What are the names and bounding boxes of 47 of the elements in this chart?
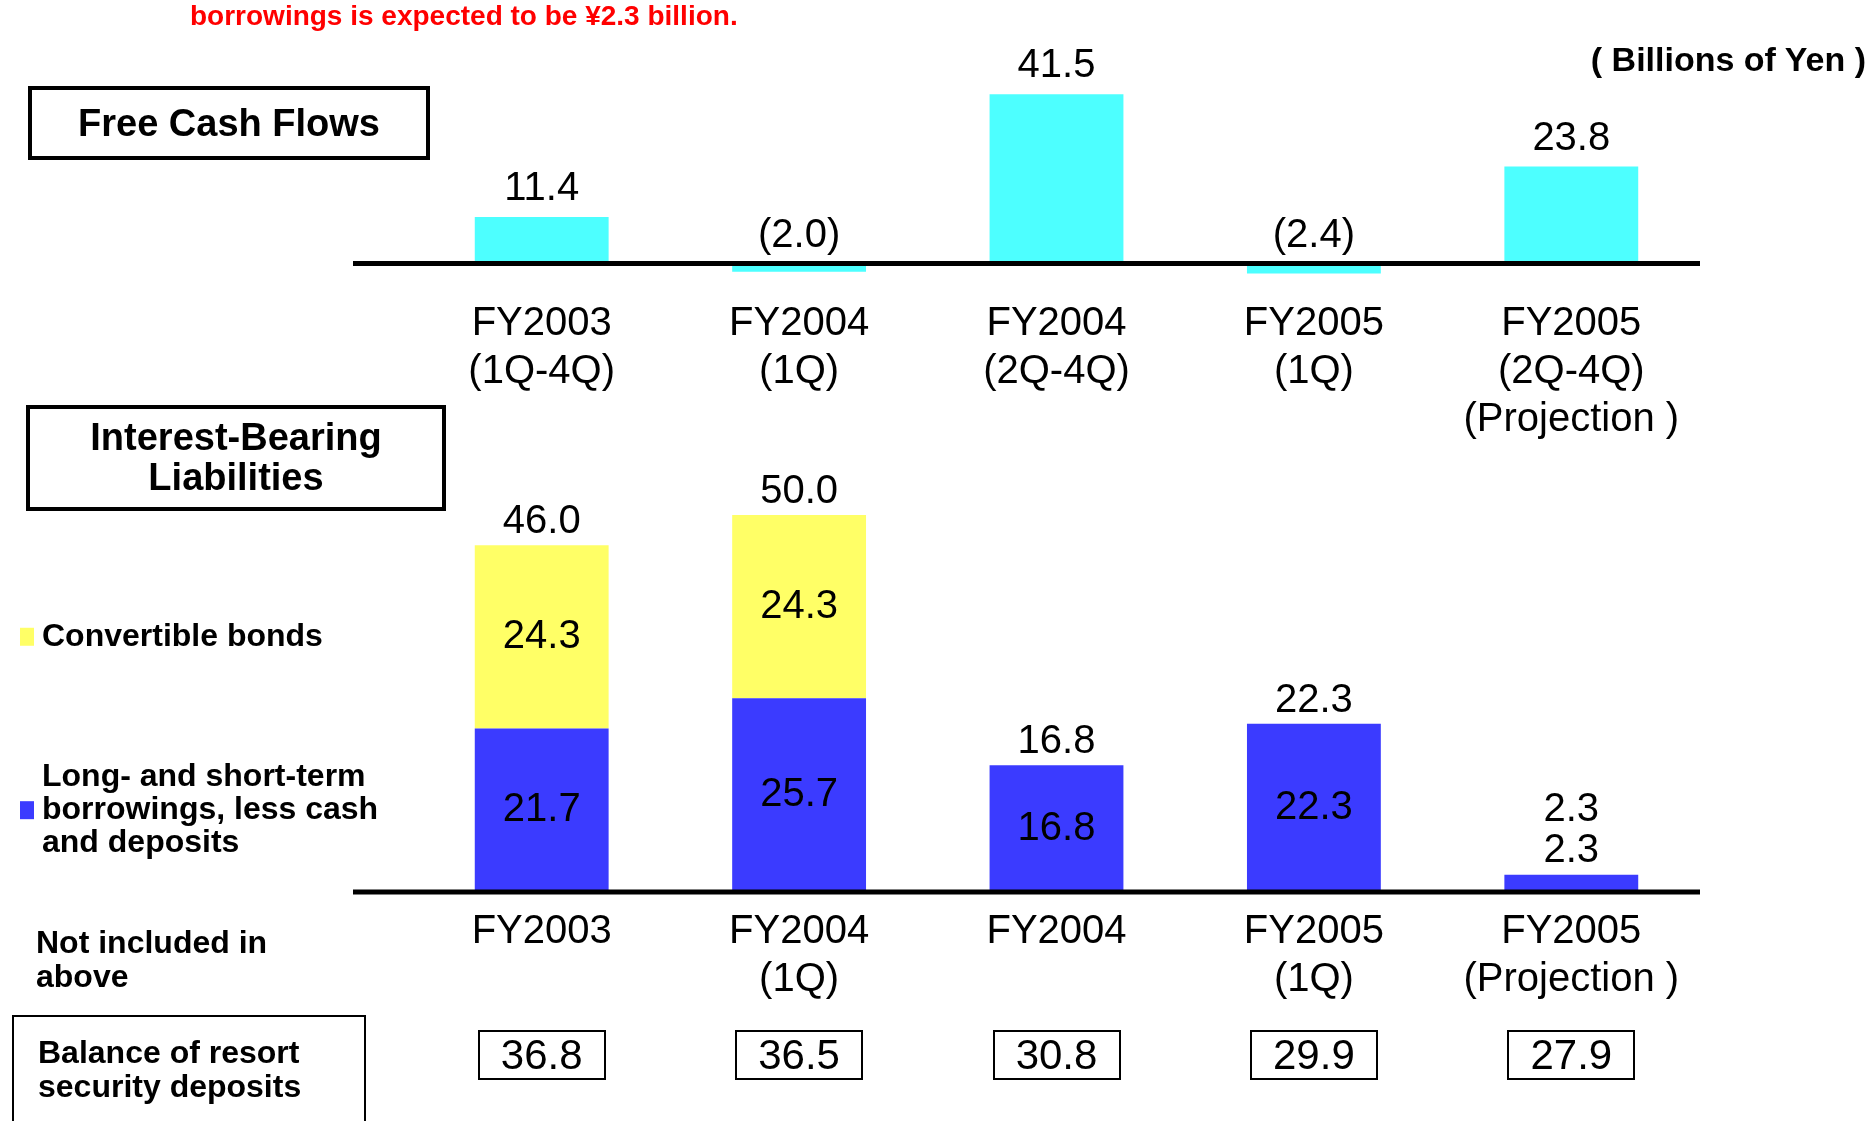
x-tick-label: FY2005 (1Q) [1243, 907, 1384, 1000]
text: 30.8 [992, 1030, 1121, 1080]
x-tick-label: FY2003 (1Q-4Q) [468, 299, 616, 392]
text: Not included in above [36, 924, 269, 994]
x-tick-label: FY2004 (2Q-4Q) [983, 299, 1130, 392]
total-label: 46.0 [502, 497, 581, 542]
bar [474, 728, 609, 892]
x-tick-label: FY2005 (Projection ) [1463, 907, 1680, 1000]
text: 36.5 [735, 1030, 864, 1080]
bar [1504, 166, 1639, 264]
text: 36.8 [477, 1030, 606, 1080]
x-tick-label: FY2004 (1Q) [729, 907, 870, 1000]
data-label: (2.0) [757, 210, 841, 255]
bar [732, 515, 867, 699]
total-label: 16.8 [1017, 717, 1096, 762]
bar [989, 765, 1124, 892]
bar [474, 217, 609, 264]
text: borrowings is expected to be ¥2.3 billion. [190, 0, 738, 32]
chart-title: Interest-Bearing Liabilities [26, 405, 446, 511]
data-label: 23.8 [1532, 113, 1611, 158]
data-label: 24.3 [760, 581, 839, 626]
data-label: 22.3 [1274, 782, 1353, 827]
data-label: 24.3 [502, 611, 581, 656]
data-label: 21.7 [502, 785, 581, 830]
legend-label: Convertible bonds [42, 616, 323, 653]
text: Balance of resort security deposits [12, 1015, 366, 1121]
x-tick-label: FY2003 [471, 907, 612, 952]
bar [732, 698, 867, 892]
bar [1246, 723, 1381, 892]
total-label: 22.3 [1274, 675, 1353, 720]
text: ( Billions of Yen ) [1590, 40, 1866, 79]
chart-title: Free Cash Flows [28, 86, 430, 160]
bar [474, 545, 609, 729]
x-tick-label: FY2004 (1Q) [729, 299, 870, 392]
data-label: 11.4 [504, 164, 580, 209]
total-label: 50.0 [760, 467, 839, 512]
text: 29.9 [1249, 1030, 1378, 1080]
bar [989, 94, 1124, 264]
data-label: 25.7 [760, 770, 839, 815]
x-tick-label: FY2005 (1Q) [1243, 299, 1384, 392]
x-tick-label: FY2004 [986, 907, 1127, 952]
data-label: 16.8 [1017, 803, 1096, 848]
x-tick-label: FY2005 (2Q-4Q) (Projection ) [1463, 299, 1680, 440]
legend-label: Long- and short-term borrowings, less cash and deposits [42, 757, 379, 860]
data-label: 41.5 [1017, 41, 1096, 86]
data-label: (2.4) [1272, 210, 1356, 255]
text: 27.9 [1507, 1030, 1636, 1080]
